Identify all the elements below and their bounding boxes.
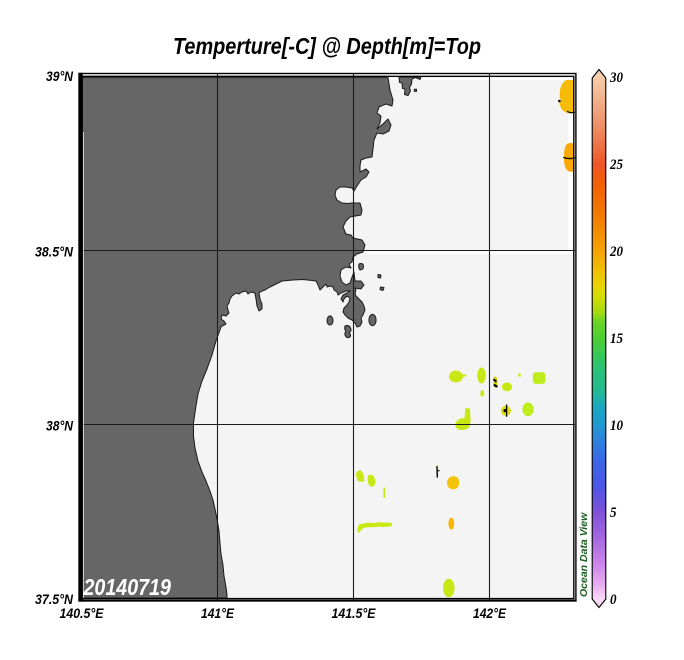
svg-text:Ocean Data View: Ocean Data View [578, 512, 590, 597]
svg-text:37.5°N: 37.5°N [35, 591, 74, 607]
svg-text:39°N: 39°N [46, 68, 74, 84]
svg-text:140.5°E: 140.5°E [60, 605, 105, 621]
svg-text:30: 30 [609, 70, 623, 86]
svg-text:141.5°E: 141.5°E [332, 605, 377, 621]
svg-text:Temperture[-C] @ Depth[m]=Top: Temperture[-C] @ Depth[m]=Top [173, 33, 481, 59]
svg-text:0: 0 [610, 592, 617, 608]
svg-text:15: 15 [610, 331, 623, 347]
svg-text:38.5°N: 38.5°N [35, 244, 74, 260]
svg-text:5: 5 [610, 505, 617, 521]
svg-text:25: 25 [609, 157, 623, 173]
svg-text:20: 20 [609, 244, 623, 260]
svg-text:20140719: 20140719 [83, 574, 171, 600]
svg-text:38°N: 38°N [46, 418, 74, 434]
svg-text:10: 10 [610, 418, 623, 434]
svg-text:142°E: 142°E [473, 605, 507, 621]
svg-text:141°E: 141°E [201, 605, 235, 621]
